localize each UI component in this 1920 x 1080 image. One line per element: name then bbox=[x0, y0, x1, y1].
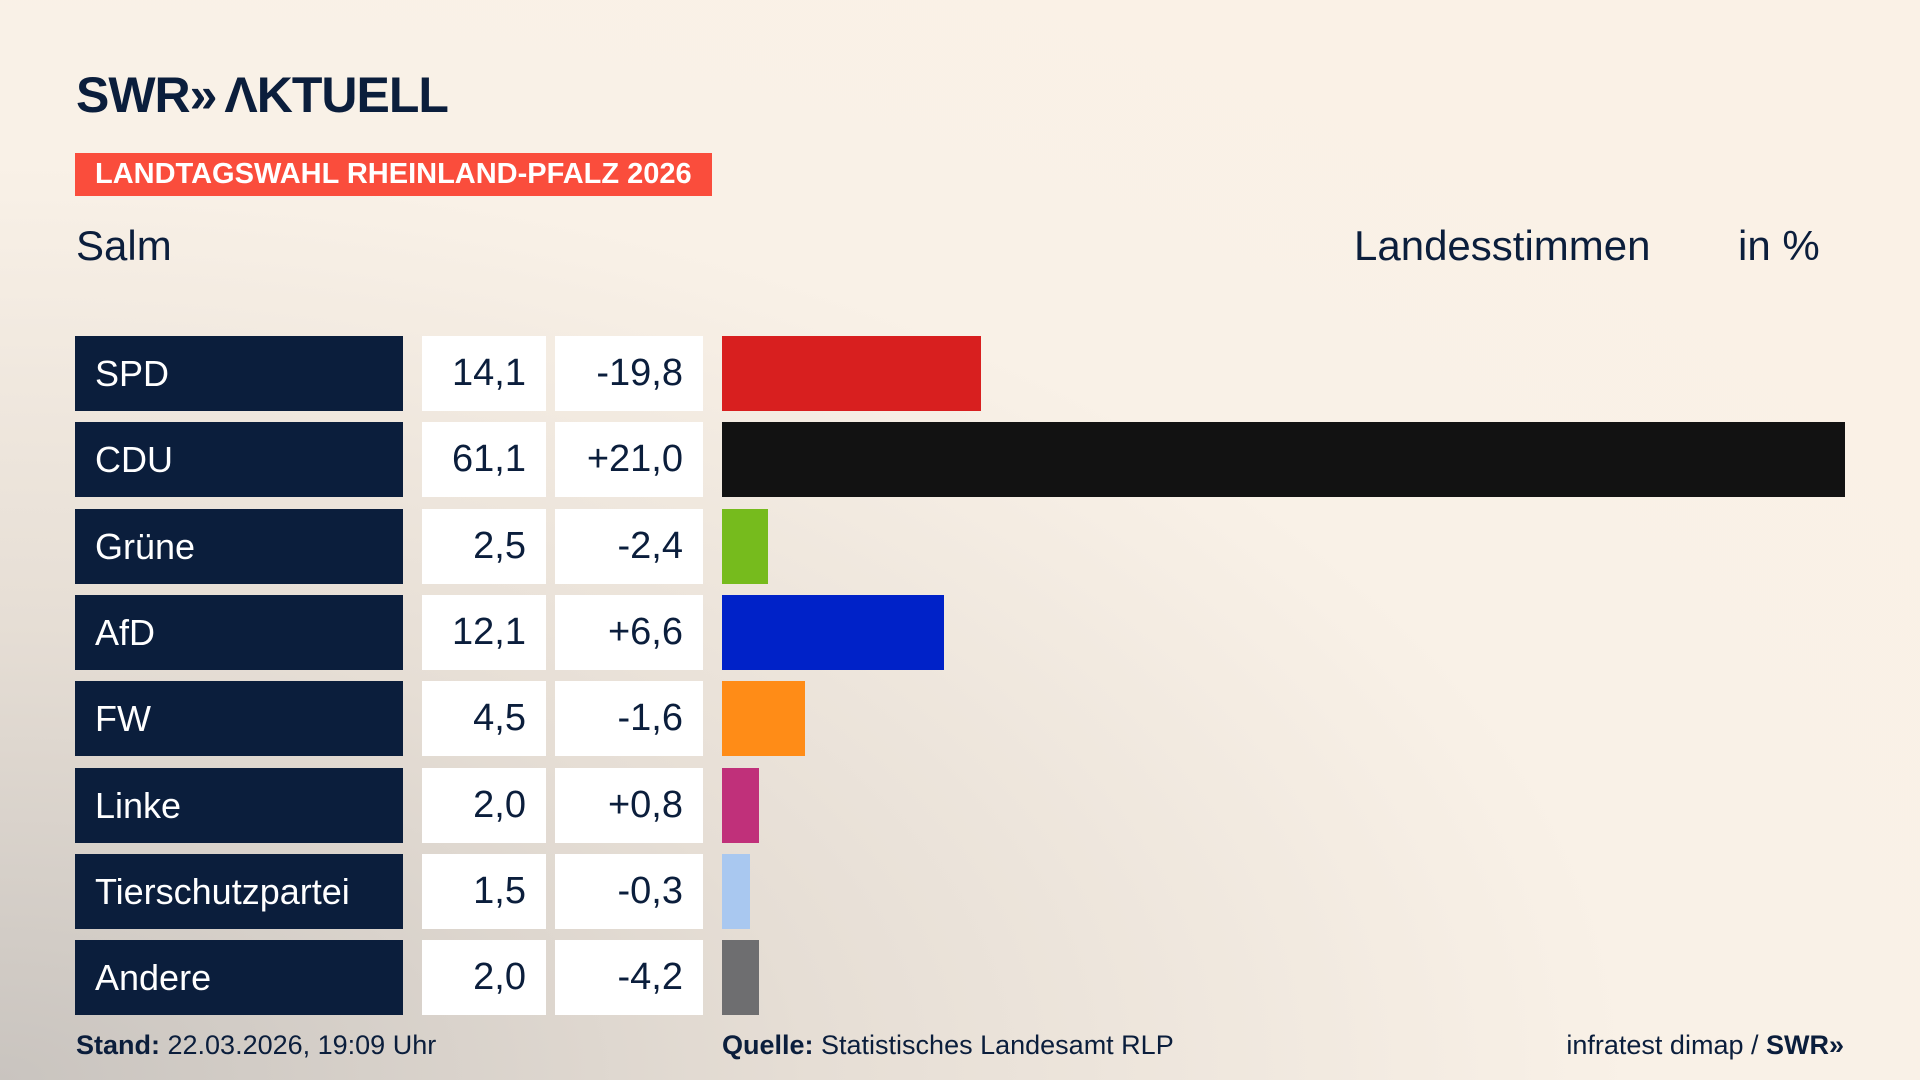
swr-logo: SWR» bbox=[1765, 1030, 1844, 1060]
party-name: Tierschutzpartei bbox=[75, 853, 403, 929]
party-diff: -4,2 bbox=[555, 940, 703, 1016]
stand-info: Stand: 22.03.2026, 19:09 Uhr bbox=[76, 1030, 436, 1061]
party-bar bbox=[722, 336, 982, 411]
party-name: Linke bbox=[75, 767, 403, 843]
party-diff: +6,6 bbox=[555, 594, 703, 670]
party-diff: -1,6 bbox=[555, 681, 703, 757]
party-name: Grüne bbox=[75, 508, 403, 584]
election-banner: LANDTAGSWAHL RHEINLAND-PFALZ 2026 bbox=[75, 153, 712, 196]
stand-value: 22.03.2026, 19:09 Uhr bbox=[160, 1030, 437, 1060]
party-value: 14,1 bbox=[422, 336, 546, 411]
party-value: 1,5 bbox=[422, 853, 546, 929]
party-value: 2,0 bbox=[422, 767, 546, 843]
party-bar bbox=[722, 508, 768, 584]
source-value: Statistisches Landesamt RLP bbox=[813, 1030, 1174, 1060]
party-name: SPD bbox=[75, 336, 403, 411]
party-bar bbox=[722, 767, 759, 843]
party-bar bbox=[722, 594, 945, 670]
measure-label: Landesstimmen bbox=[1354, 222, 1651, 269]
party-name: AfD bbox=[75, 594, 403, 670]
party-value: 61,1 bbox=[422, 422, 546, 498]
party-bar bbox=[722, 422, 1845, 498]
stand-label: Stand: bbox=[76, 1030, 160, 1060]
source-label: Quelle: bbox=[722, 1030, 814, 1060]
region-title: Salm bbox=[76, 222, 172, 269]
credit: infratest dimap / SWR» bbox=[1566, 1030, 1844, 1061]
credit-text: infratest dimap / bbox=[1566, 1030, 1766, 1060]
party-bar bbox=[722, 853, 750, 929]
party-diff: +0,8 bbox=[555, 767, 703, 843]
party-bar bbox=[722, 681, 805, 757]
party-diff: -19,8 bbox=[555, 336, 703, 411]
party-value: 4,5 bbox=[422, 681, 546, 757]
party-bar bbox=[722, 940, 759, 1016]
source-info: Quelle: Statistisches Landesamt RLP bbox=[722, 1030, 1174, 1061]
party-value: 2,0 bbox=[422, 940, 546, 1016]
party-diff: -0,3 bbox=[555, 853, 703, 929]
party-name: Andere bbox=[75, 940, 403, 1016]
swr-aktuell-logo: SWR» ΛKTUELL bbox=[76, 67, 449, 123]
party-name: CDU bbox=[75, 422, 403, 498]
unit-label: in % bbox=[1738, 222, 1820, 269]
party-diff: -2,4 bbox=[555, 508, 703, 584]
party-value: 12,1 bbox=[422, 594, 546, 670]
party-diff: +21,0 bbox=[555, 422, 703, 498]
party-name: FW bbox=[75, 681, 403, 757]
party-value: 2,5 bbox=[422, 508, 546, 584]
